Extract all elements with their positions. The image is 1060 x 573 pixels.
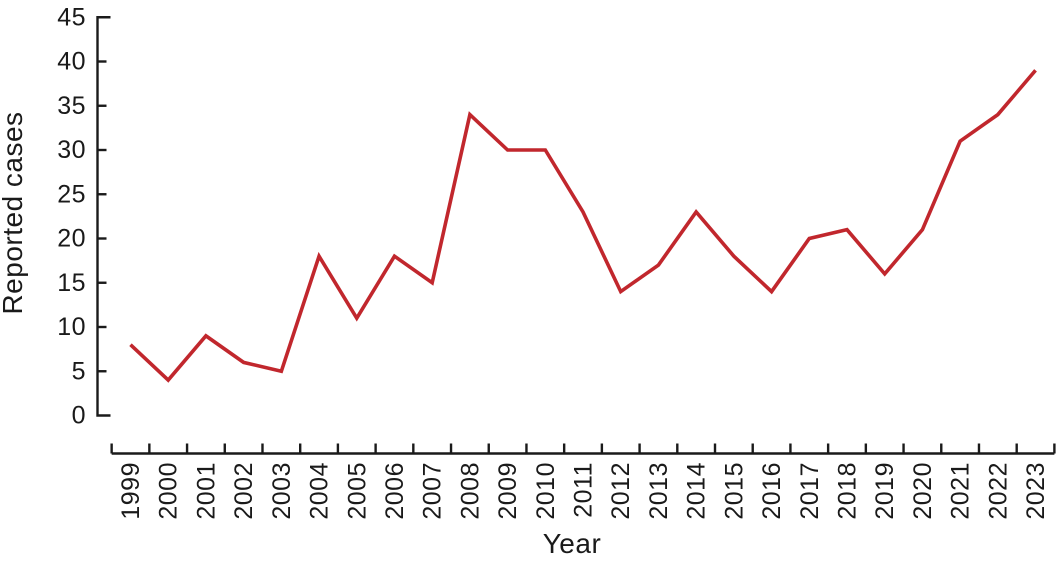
x-tick-label: 2012 (607, 462, 635, 520)
x-tick-label: 2011 (570, 462, 598, 518)
y-tick-label: 15 (57, 269, 86, 297)
x-tick-label: 2010 (532, 462, 560, 520)
y-tick-label: 25 (57, 180, 86, 208)
x-tick-label: 2008 (456, 462, 484, 520)
x-tick-label: 2006 (381, 462, 409, 520)
y-tick-label: 20 (57, 225, 86, 253)
x-tick-label: 2019 (871, 462, 899, 520)
x-tick-label: 2018 (833, 462, 861, 520)
data-line-group (129, 69, 1037, 383)
x-tick-label: 2009 (494, 462, 522, 520)
y-tick-label: 35 (57, 92, 86, 120)
x-tick-label: 2016 (758, 462, 786, 520)
x-tick-label: 2017 (796, 462, 824, 520)
cases-polyline (129, 69, 1037, 383)
x-tick-label: 2014 (683, 462, 711, 520)
y-axis-title: Reported cases (0, 111, 28, 314)
y-axis: 0 5 10 15 20 25 30 35 40 45 (57, 3, 111, 430)
y-tick-label: 45 (57, 3, 86, 31)
x-tick-label: 2001 (192, 462, 220, 520)
x-tick-label: 2022 (984, 462, 1012, 520)
y-tick-label: 40 (57, 48, 86, 76)
y-axis-spine (96, 16, 111, 417)
x-tick-label: 2007 (419, 462, 447, 520)
x-tick-label: 2023 (1022, 462, 1050, 520)
y-tick-label: 10 (57, 313, 86, 341)
x-tick-label: 2021 (947, 462, 975, 520)
x-tick-label: 2015 (720, 462, 748, 520)
x-tick-label: 2003 (268, 462, 296, 520)
x-tick-label: 2020 (909, 462, 937, 520)
x-tick-label: 2002 (230, 462, 258, 520)
y-tick-label: 5 (72, 357, 86, 385)
y-tick-label: 0 (72, 402, 86, 430)
x-axis-title: Year (543, 528, 602, 559)
x-tick-label: 2000 (155, 462, 183, 520)
x-tick-label: 2004 (306, 462, 334, 520)
x-tick-label: 2005 (343, 462, 371, 520)
x-tick-label: 1999 (117, 462, 145, 520)
y-tick-label: 30 (57, 136, 86, 164)
x-axis: 1999 2000 2001 2002 2003 2004 2005 2006 2007 2008… (110, 443, 1056, 520)
x-tick-label: 2013 (645, 462, 673, 520)
